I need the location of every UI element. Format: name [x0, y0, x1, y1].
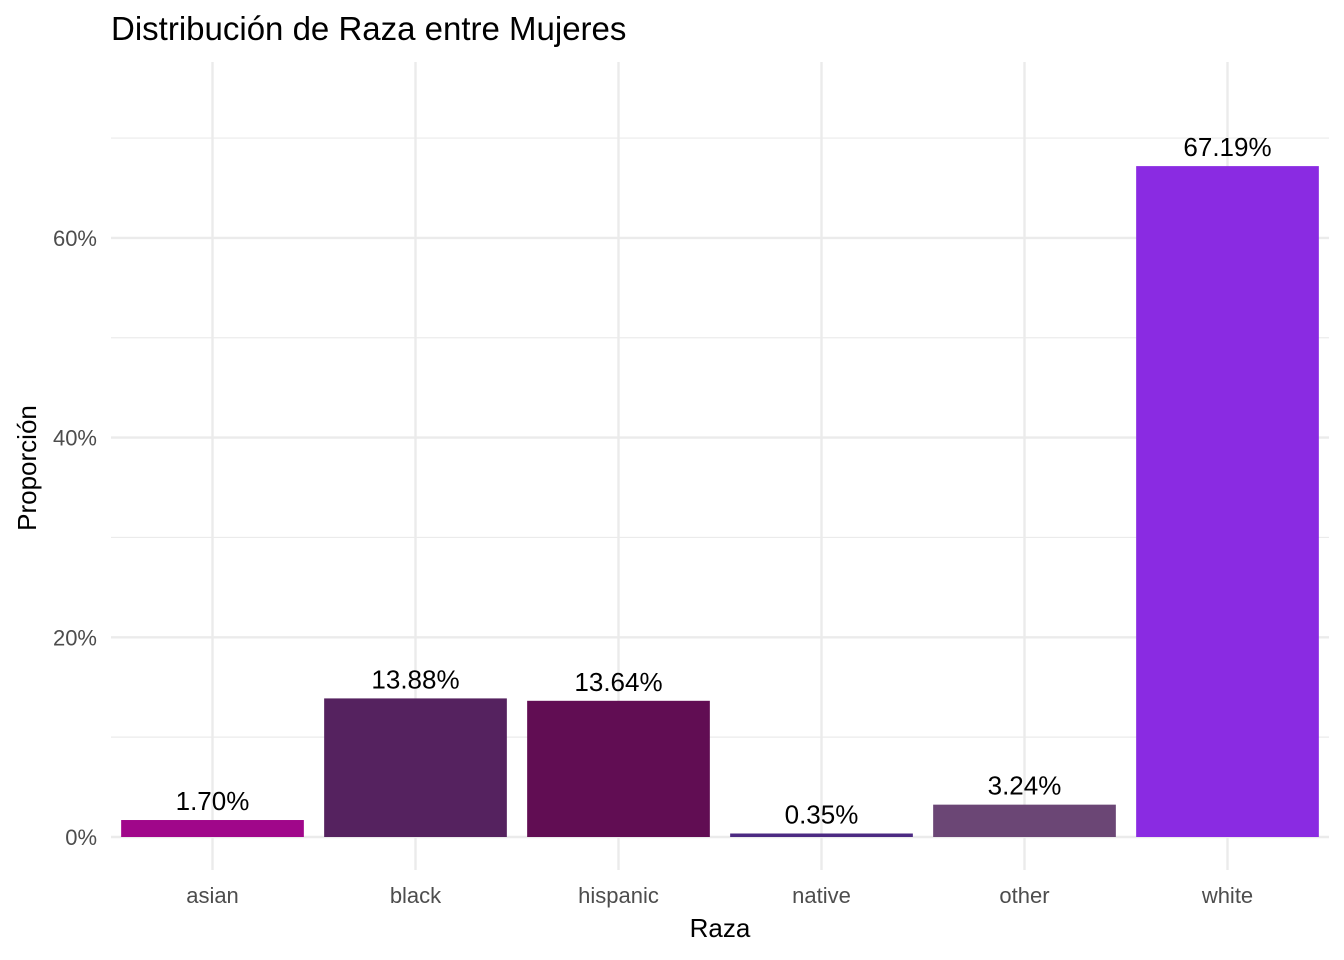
y-axis-ticks: 0% 20% 40% 60% [53, 226, 97, 850]
y-axis-title: Proporción [12, 405, 42, 531]
x-axis-title: Raza [690, 913, 751, 943]
data-label-asian: 1.70% [176, 786, 250, 816]
bar-other [933, 804, 1116, 837]
x-tick-label: hispanic [578, 883, 659, 908]
data-label-hispanic: 13.64% [574, 667, 662, 697]
bar-black [324, 698, 507, 837]
y-tick-label: 20% [53, 625, 97, 650]
y-tick-label: 60% [53, 226, 97, 251]
x-tick-label: native [792, 883, 851, 908]
data-label-other: 3.24% [988, 771, 1062, 801]
x-tick-label: asian [186, 883, 239, 908]
bar-asian [121, 820, 304, 837]
x-tick-label: black [390, 883, 442, 908]
x-tick-label: other [999, 883, 1049, 908]
x-tick-label: white [1201, 883, 1253, 908]
data-label-native: 0.35% [785, 800, 859, 830]
bars [121, 166, 1319, 837]
bar-native [730, 833, 913, 837]
bar-hispanic [527, 700, 710, 837]
bar-white [1136, 166, 1319, 837]
data-labels: 1.70% 13.88% 13.64% 0.35% 3.24% 67.19% [176, 132, 1272, 829]
data-label-white: 67.19% [1183, 132, 1271, 162]
chart-title: Distribución de Raza entre Mujeres [111, 10, 626, 47]
x-axis-ticks: asian black hispanic native other white [186, 883, 1253, 908]
y-tick-label: 40% [53, 426, 97, 451]
data-label-black: 13.88% [371, 664, 459, 694]
y-tick-label: 0% [65, 825, 97, 850]
